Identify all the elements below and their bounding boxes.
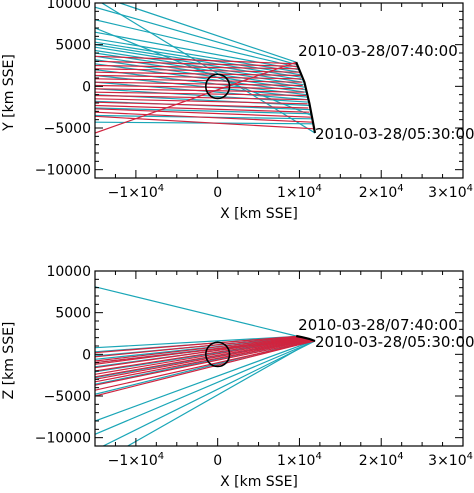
- y-tick-label: 5000: [55, 306, 91, 322]
- red-trajectory-line: [95, 104, 310, 113]
- red-trajectory-line: [95, 78, 302, 83]
- plot-area: [95, 3, 317, 134]
- red-trajectory-line: [95, 337, 306, 372]
- red-trajectory-line: [95, 108, 311, 118]
- red-trajectory-line: [95, 340, 316, 391]
- red-trajectory-line: [95, 81, 303, 87]
- red-trajectory-line: [95, 336, 299, 358]
- y-tick-label: −5000: [44, 389, 91, 405]
- y-axis-title: Z [km SSE]: [1, 322, 17, 400]
- y-tick-label: 10000: [46, 264, 91, 280]
- x-tick-label: −1×104: [108, 451, 165, 469]
- red-trajectory-line: [95, 71, 301, 77]
- red-trajectory-line: [95, 111, 313, 123]
- y-tick-label: −10000: [35, 163, 91, 179]
- axes-frame: [94, 2, 464, 179]
- plot-area: [95, 286, 316, 446]
- cyan-trajectory-line: [117, 3, 297, 63]
- spacecraft-trajectory: [295, 61, 317, 134]
- spacecraft-trajectory: [295, 334, 316, 343]
- red-trajectory-line: [95, 101, 309, 109]
- cyan-trajectory-line: [95, 69, 307, 96]
- y-tick-label: 0: [82, 347, 91, 363]
- red-trajectory-line: [95, 336, 301, 362]
- x-tick-label: 3×104: [428, 451, 473, 469]
- x-axis-title: X [km SSE]: [220, 474, 298, 490]
- y-tick-label: 5000: [55, 38, 91, 54]
- red-trajectory-line: [95, 91, 307, 97]
- x-axis-title: X [km SSE]: [220, 206, 298, 222]
- red-trajectory-line: [95, 74, 302, 80]
- x-tick-label: 2×104: [359, 451, 404, 469]
- red-trajectory-line: [95, 338, 308, 364]
- red-trajectory-line: [95, 340, 315, 397]
- cyan-trajectory-line: [95, 19, 298, 68]
- cyan-trajectory-line: [95, 107, 312, 115]
- panel-xy-plot: −1×104 0 1×104 2×104 3×104 −10000 −5000 0 5000 10…: [1, 0, 474, 222]
- cyan-trajectory-line: [95, 27, 312, 117]
- x-tick-label: 0: [213, 453, 222, 469]
- sun-circle: [205, 341, 231, 368]
- red-trajectory-line: [95, 55, 298, 65]
- cyan-trajectory-line: [95, 31, 299, 71]
- x-tick-label: 0: [213, 185, 222, 201]
- timestamp-annotation: 2010-03-28/07:40:00: [298, 42, 458, 60]
- cyan-trajectory-line: [95, 335, 298, 349]
- cyan-trajectory-line: [95, 63, 307, 93]
- y-axis-title: Y [km SSE]: [1, 54, 17, 132]
- red-trajectory-line: [95, 340, 314, 386]
- sun-circle: [205, 73, 231, 100]
- timestamp-annotation: 2010-03-28/05:30:00: [315, 125, 474, 143]
- cyan-trajectory-line: [95, 340, 316, 435]
- cyan-trajectory-line: [95, 49, 303, 83]
- cyan-trajectory-line: [95, 340, 315, 422]
- x-tick-label: 1×104: [277, 451, 322, 469]
- cyan-trajectory-line: [95, 286, 297, 337]
- red-trajectory-line: [95, 339, 312, 383]
- red-trajectory-line: [95, 88, 305, 93]
- red-trajectory-line: [95, 98, 308, 105]
- red-trajectory-line: [95, 339, 311, 380]
- red-trajectory-line: [95, 338, 309, 378]
- timestamp-annotation: 2010-03-28/07:40:00: [298, 316, 458, 334]
- red-trajectory-line: [95, 338, 307, 375]
- cyan-trajectory-line: [95, 6, 298, 66]
- cyan-trajectory-line: [102, 340, 316, 446]
- red-trajectory-line: [95, 60, 298, 67]
- x-tick-label: 2×104: [359, 183, 404, 201]
- red-trajectory-line: [95, 64, 299, 70]
- red-trajectory-line: [95, 335, 298, 354]
- x-tick-label: 1×104: [277, 183, 322, 201]
- y-tick-label: −5000: [44, 121, 91, 137]
- cyan-trajectory-line: [95, 41, 301, 76]
- x-tick-label: 3×104: [428, 183, 473, 201]
- panel-xz-plot: −1×104 0 1×104 2×104 3×104 −10000 −5000 0 5000 10…: [1, 264, 474, 490]
- red-trajectory-line: [95, 61, 297, 134]
- y-tick-label: 0: [82, 79, 91, 95]
- x-tick-label: −1×104: [108, 183, 165, 201]
- cyan-trajectory-line: [95, 52, 304, 86]
- y-tick-label: −10000: [35, 431, 91, 447]
- red-trajectory-line: [95, 115, 315, 130]
- y-tick-label: 10000: [46, 0, 91, 12]
- red-trajectory-line: [95, 84, 304, 90]
- timestamp-annotation: 2010-03-28/05:30:00: [315, 333, 474, 351]
- red-trajectory-line: [95, 68, 300, 73]
- red-trajectory-line: [95, 94, 307, 101]
- cyan-trajectory-line: [127, 340, 314, 446]
- cyan-trajectory-line: [95, 38, 300, 73]
